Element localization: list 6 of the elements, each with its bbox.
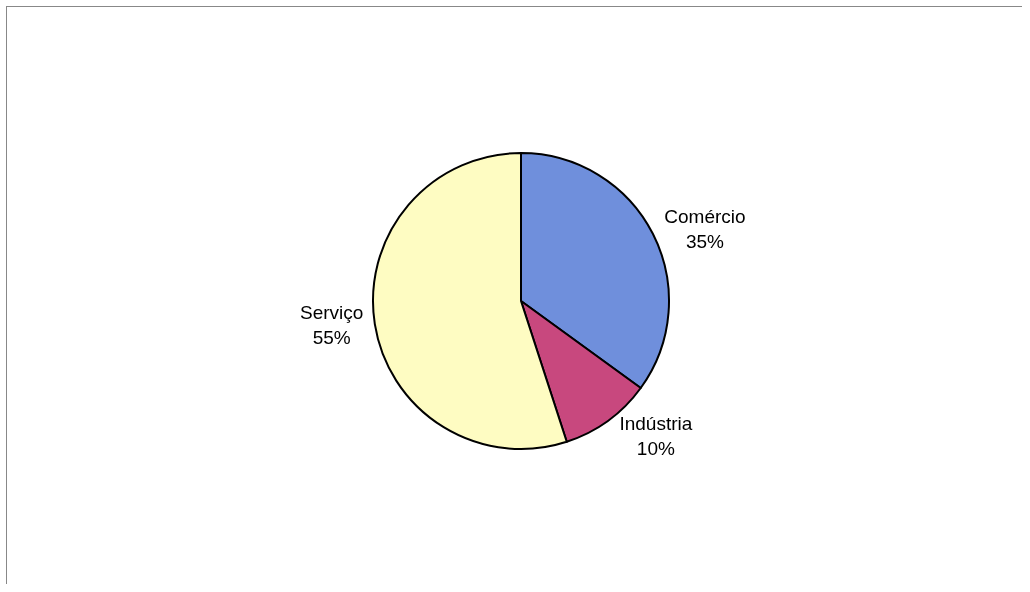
data-label: 10%	[636, 437, 675, 459]
slice-label: Serviço	[300, 301, 364, 323]
data-label: 35%	[685, 230, 725, 252]
data-label: 55%	[312, 326, 351, 348]
slice-label: Comércio	[664, 206, 746, 228]
slice-label: Indústria	[619, 412, 693, 434]
